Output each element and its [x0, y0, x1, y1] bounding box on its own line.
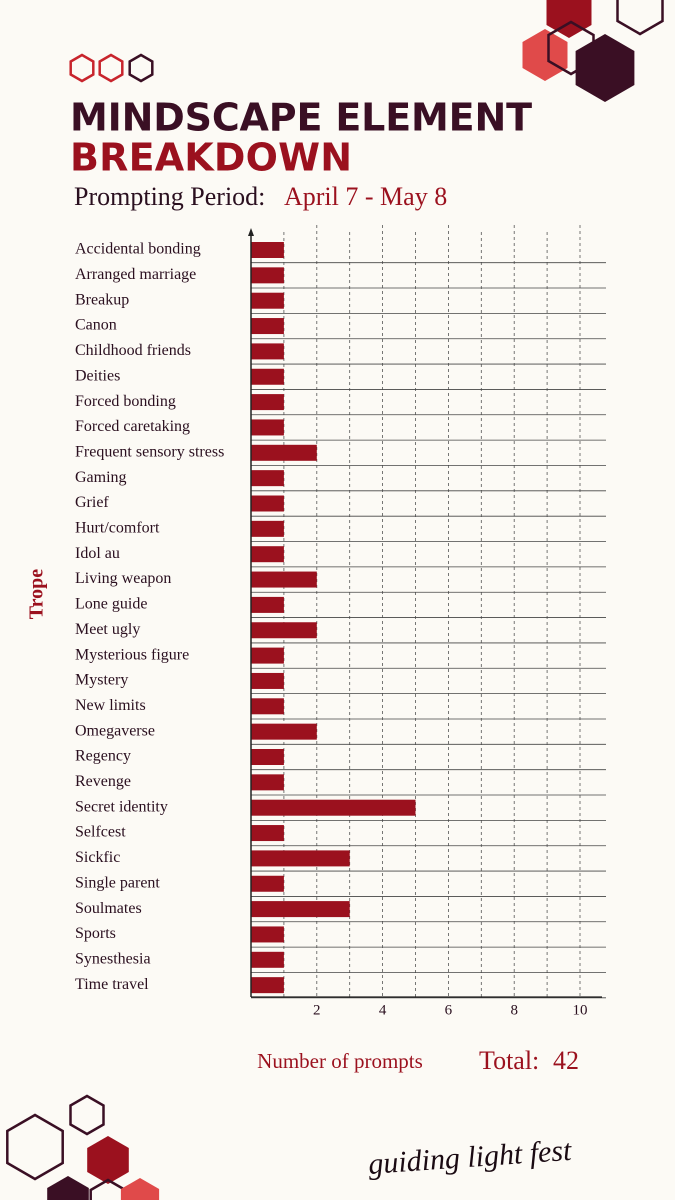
y-tick-label: Deities: [75, 367, 120, 384]
chart-title: MINDSCAPE ELEMENT: [70, 96, 532, 140]
hexagon: [522, 29, 568, 81]
bar: [251, 977, 284, 994]
bar: [251, 749, 284, 765]
bar: [251, 368, 284, 385]
y-tick-label: New limits: [75, 697, 146, 714]
bar: [251, 774, 284, 791]
bar: [251, 825, 284, 842]
total-value: 42: [553, 1046, 579, 1075]
y-axis-label: Trope: [26, 569, 48, 619]
y-tick-label: Mystery: [75, 672, 128, 689]
y-tick-label: Arranged marriage: [75, 266, 196, 283]
hexagon: [47, 1176, 89, 1200]
y-tick-label: Lone guide: [75, 596, 147, 613]
bar: [251, 951, 284, 968]
hexagon: [575, 34, 635, 102]
y-tick-label: Mysterious figure: [75, 646, 189, 663]
y-tick-label: Single parent: [75, 874, 160, 891]
x-tick-label: 4: [379, 1002, 387, 1018]
y-tick-label: Idol au: [75, 545, 120, 562]
bar: [251, 698, 284, 715]
bar: [251, 495, 284, 512]
x-tick-label: 6: [445, 1002, 453, 1018]
bar: [251, 672, 284, 689]
y-tick-label: Grief: [75, 494, 109, 511]
y-axis-arrow: [248, 228, 254, 236]
bar: [251, 546, 284, 563]
y-tick-label: Gaming: [75, 469, 127, 486]
bar: [251, 394, 284, 411]
x-tick-label: 8: [510, 1002, 518, 1018]
subtitle: April 7 - May 8: [284, 182, 447, 211]
bar: [251, 242, 284, 258]
hexagon: [69, 53, 95, 83]
bar: [251, 850, 350, 867]
bar: [251, 622, 317, 639]
bar: [251, 596, 284, 613]
x-tick-label: 2: [313, 1002, 321, 1018]
bar: [251, 926, 284, 943]
bar: [251, 419, 284, 436]
hexagon: [98, 53, 124, 83]
hexagon: [87, 1136, 129, 1184]
bar: [251, 875, 284, 892]
y-tick-label: Hurt/comfort: [75, 520, 160, 537]
y-tick-label: Forced bonding: [75, 393, 176, 410]
y-tick-label: Frequent sensory stress: [75, 443, 224, 460]
y-tick-label: Living weapon: [75, 570, 171, 587]
bar: [251, 571, 317, 588]
bar: [251, 901, 350, 918]
hexagon: [128, 53, 154, 83]
bar: [251, 292, 284, 309]
y-tick-label: Secret identity: [75, 798, 168, 815]
hexagon: [547, 20, 595, 76]
x-tick-label: 10: [573, 1002, 588, 1018]
bar: [251, 520, 284, 537]
subtitle-label: Prompting Period:: [74, 182, 265, 211]
y-tick-label: Accidental bonding: [75, 241, 201, 258]
bar: [251, 799, 416, 816]
decoration: [6, 0, 664, 1200]
y-tick-label: Sickfic: [75, 849, 120, 866]
bar: [251, 470, 284, 487]
plot: 2 4 6 8 10 Accidental bonding Arranged marriag…: [75, 225, 606, 1018]
y-tick-label: Sports: [75, 925, 116, 942]
bar: [251, 343, 284, 360]
y-tick-label: Breakup: [75, 291, 129, 308]
y-tick-label: Regency: [75, 748, 131, 765]
chart-title-line2: BREAKDOWN: [70, 136, 352, 180]
y-tick-label: Selfcest: [75, 824, 126, 841]
y-tick-label: Time travel: [75, 976, 149, 993]
x-axis-label: Number of prompts: [257, 1049, 423, 1073]
y-tick-label: Childhood friends: [75, 342, 191, 359]
y-tick-label: Revenge: [75, 773, 131, 790]
y-tick-label: Synesthesia: [75, 950, 151, 967]
y-tick-label: Omegaverse: [75, 722, 155, 739]
bar: [251, 647, 284, 664]
bar: [251, 723, 317, 740]
y-tick-label: Canon: [75, 317, 117, 334]
bar: [251, 267, 284, 284]
bar: [251, 318, 284, 335]
y-tick-label: Forced caretaking: [75, 418, 190, 435]
total-label: Total:: [479, 1046, 539, 1075]
hexagon: [616, 0, 664, 36]
hexagon: [120, 1178, 160, 1200]
hexagon: [69, 1094, 105, 1136]
y-tick-label: Meet ugly: [75, 621, 140, 638]
hexagon: [6, 1113, 64, 1181]
bar: [251, 444, 317, 461]
y-tick-label: Soulmates: [75, 900, 142, 917]
